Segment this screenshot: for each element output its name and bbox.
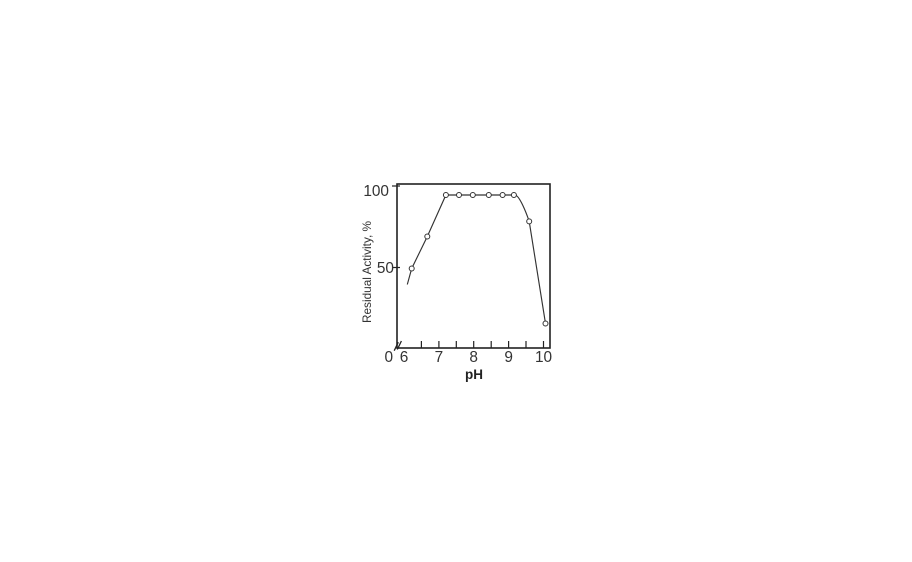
- svg-text:6: 6: [400, 349, 409, 366]
- svg-text:Residual Activity, %: Residual Activity, %: [360, 220, 374, 323]
- svg-text:7: 7: [435, 349, 444, 366]
- svg-text:8: 8: [469, 349, 478, 366]
- svg-text:0: 0: [384, 349, 393, 366]
- svg-text:100: 100: [363, 183, 389, 200]
- svg-text:50: 50: [377, 260, 394, 277]
- svg-text:pH: pH: [465, 367, 483, 382]
- svg-text:9: 9: [504, 349, 513, 366]
- svg-text:10: 10: [535, 349, 552, 366]
